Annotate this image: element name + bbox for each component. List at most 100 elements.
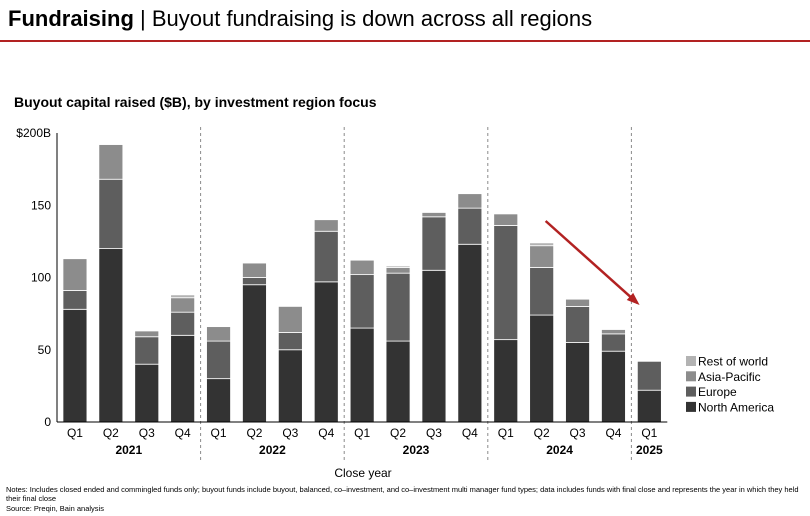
bar-segment bbox=[277, 349, 303, 423]
bar-segment bbox=[529, 266, 555, 316]
x-tick-label: Q4 bbox=[318, 426, 334, 440]
bar-segment bbox=[98, 178, 124, 250]
chart-source: Source: Preqin, Bain analysis bbox=[6, 504, 104, 513]
bar-segment bbox=[385, 272, 411, 342]
bar-segment bbox=[277, 305, 303, 333]
legend-label: North America bbox=[698, 400, 774, 414]
year-label: 2023 bbox=[403, 443, 430, 457]
bar-segment bbox=[349, 327, 375, 423]
x-tick-label: Q3 bbox=[570, 426, 586, 440]
y-tick-label: 150 bbox=[31, 198, 51, 212]
year-label: 2025 bbox=[636, 443, 663, 457]
bar-segment bbox=[529, 242, 555, 247]
bar-segment bbox=[529, 314, 555, 423]
legend-label: Europe bbox=[698, 385, 737, 399]
x-tick-label: Q3 bbox=[282, 426, 298, 440]
x-tick-label: Q4 bbox=[175, 426, 191, 440]
bar-segment bbox=[529, 245, 555, 268]
x-tick-label: Q3 bbox=[426, 426, 442, 440]
x-tick-label: Q1 bbox=[354, 426, 370, 440]
trend-arrow-line bbox=[544, 220, 639, 304]
bar-segment bbox=[565, 342, 590, 423]
bar-segment bbox=[313, 219, 339, 232]
title-divider bbox=[0, 40, 810, 42]
bar-segment bbox=[170, 334, 196, 423]
bar-segment bbox=[206, 340, 231, 380]
chart-notes: Notes: Includes closed ended and comming… bbox=[6, 485, 799, 503]
bar-segment bbox=[385, 340, 411, 423]
bar-segment bbox=[313, 281, 339, 423]
bar-segment bbox=[493, 339, 519, 423]
bar-segment bbox=[421, 269, 447, 423]
legend-swatch bbox=[686, 356, 696, 366]
title-topic: Fundraising bbox=[8, 6, 134, 31]
bar-segment bbox=[62, 290, 88, 310]
y-tick-label: 100 bbox=[31, 271, 51, 285]
bar-segment bbox=[98, 248, 124, 423]
year-label: 2022 bbox=[259, 443, 286, 457]
bar-segment bbox=[206, 378, 231, 423]
bar-segment bbox=[134, 363, 160, 423]
bar-segment bbox=[601, 333, 626, 352]
y-tick-label: $200B bbox=[16, 126, 51, 140]
bar-segment bbox=[565, 298, 590, 307]
bar-segment bbox=[493, 213, 519, 226]
bar-segment bbox=[349, 259, 375, 276]
x-tick-label: Q1 bbox=[211, 426, 227, 440]
bar-segment bbox=[493, 225, 519, 341]
chart-title: Buyout capital raised ($B), by investmen… bbox=[14, 94, 377, 110]
bar-segment bbox=[242, 277, 267, 286]
title-separator: | bbox=[133, 6, 152, 31]
bar-segment bbox=[206, 326, 231, 342]
year-label: 2021 bbox=[115, 443, 142, 457]
trend-arrow-head bbox=[626, 292, 640, 305]
bar-segment bbox=[636, 389, 662, 423]
x-tick-label: Q2 bbox=[103, 426, 119, 440]
bar-segment bbox=[62, 258, 88, 291]
year-label: 2024 bbox=[546, 443, 573, 457]
bar-segment bbox=[98, 144, 124, 180]
bar-segment bbox=[636, 360, 662, 391]
stacked-bar-chart: 0 50 100 150 $200B Q1 Q2 Q3 Q4 Q1 Q2 Q3 Q4 Q1 Q2 Q3 Q4 Q1… bbox=[16, 126, 774, 480]
x-tick-label: Q2 bbox=[246, 426, 262, 440]
legend-swatch bbox=[686, 386, 696, 397]
bar-segment bbox=[170, 297, 196, 313]
bar-segment bbox=[170, 294, 196, 299]
y-tick-label: 0 bbox=[44, 415, 51, 429]
bar-segment bbox=[565, 305, 590, 343]
x-tick-label: Q1 bbox=[498, 426, 514, 440]
bar-segment bbox=[385, 266, 411, 274]
bar-segment bbox=[242, 262, 267, 278]
x-tick-label: Q1 bbox=[67, 426, 83, 440]
title-headline: Buyout fundraising is down across all re… bbox=[151, 6, 593, 31]
x-tick-label: Q4 bbox=[462, 426, 478, 440]
bar-segment bbox=[313, 230, 339, 283]
y-tick-label: 50 bbox=[38, 343, 52, 357]
bar-segment bbox=[134, 330, 160, 338]
x-tick-label: Q1 bbox=[641, 426, 657, 440]
bar-segment bbox=[457, 243, 483, 423]
bar-segment bbox=[170, 311, 196, 336]
x-tick-label: Q3 bbox=[139, 426, 155, 440]
x-tick-label: Q2 bbox=[390, 426, 406, 440]
bar-segment bbox=[277, 332, 303, 351]
x-axis-title: Close year bbox=[334, 466, 391, 480]
page-title: Fundraising | Buyout fundraising is down… bbox=[8, 6, 592, 32]
bar-segment bbox=[62, 308, 88, 423]
legend-swatch bbox=[686, 401, 696, 412]
x-tick-label: Q4 bbox=[605, 426, 621, 440]
bar-segment bbox=[457, 207, 483, 245]
bar-segment bbox=[242, 284, 267, 423]
bar-segment bbox=[457, 193, 483, 209]
legend-label: Rest of world bbox=[698, 355, 768, 369]
bar-segment bbox=[385, 265, 411, 268]
bar-segment bbox=[134, 336, 160, 365]
legend-swatch bbox=[686, 371, 696, 382]
bar-segment bbox=[421, 216, 447, 271]
legend-label: Asia-Pacific bbox=[698, 370, 761, 384]
bar-segment bbox=[601, 329, 626, 335]
bar-segment bbox=[421, 212, 447, 218]
x-tick-label: Q2 bbox=[534, 426, 550, 440]
bar-segment bbox=[349, 274, 375, 329]
bar-segment bbox=[601, 350, 626, 423]
